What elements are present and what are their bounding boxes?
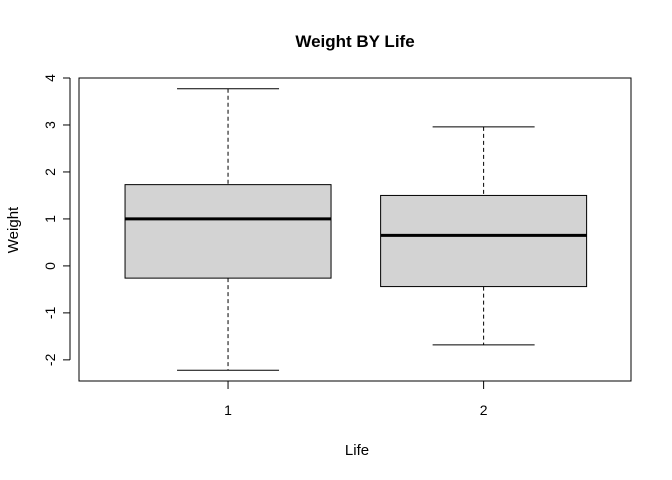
y-tick-label: -1 <box>42 306 58 319</box>
y-tick-label: 2 <box>42 168 58 176</box>
y-tick-label: 3 <box>42 121 58 129</box>
y-axis: -2 -1 0 1 2 3 4 <box>42 74 71 366</box>
iqr-box <box>124 184 332 279</box>
x-tick-label: 2 <box>480 402 488 418</box>
y-tick-label: 0 <box>42 262 58 270</box>
y-axis-label: Weight <box>5 206 22 253</box>
y-tick-label: 4 <box>42 74 58 82</box>
x-tick-label: 1 <box>224 402 232 418</box>
y-tick-label: 1 <box>42 215 58 223</box>
x-axis-label: Life <box>345 442 369 459</box>
iqr-box <box>380 194 588 288</box>
y-tick-label: -2 <box>42 353 58 366</box>
chart-title: Weight BY Life <box>295 32 414 51</box>
boxes <box>124 88 588 371</box>
box-2 <box>380 126 588 346</box>
box-1 <box>124 88 332 371</box>
